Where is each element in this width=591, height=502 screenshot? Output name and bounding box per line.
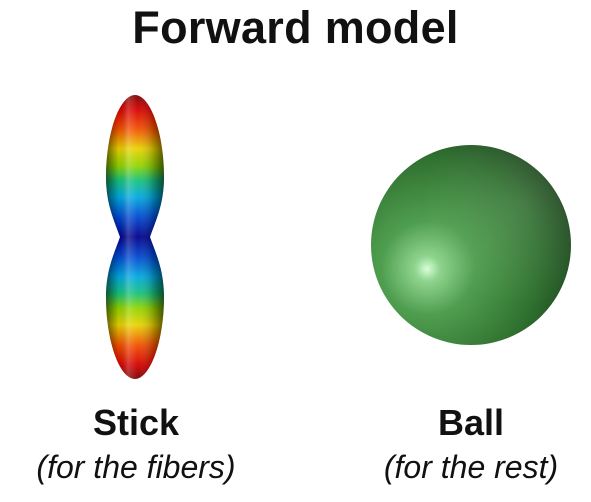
stick-label: Stick (92, 402, 180, 443)
diagram-title: Forward model (132, 2, 459, 53)
stick-description: (for the fibers) (36, 449, 236, 485)
stick-shape (106, 95, 164, 379)
ball-caption: Ball (for the rest) (326, 402, 591, 487)
ball-description: (for the rest) (383, 449, 559, 485)
ball-label: Ball (437, 402, 505, 443)
stick-caption: Stick (for the fibers) (0, 402, 281, 487)
ball-shape (371, 145, 571, 345)
